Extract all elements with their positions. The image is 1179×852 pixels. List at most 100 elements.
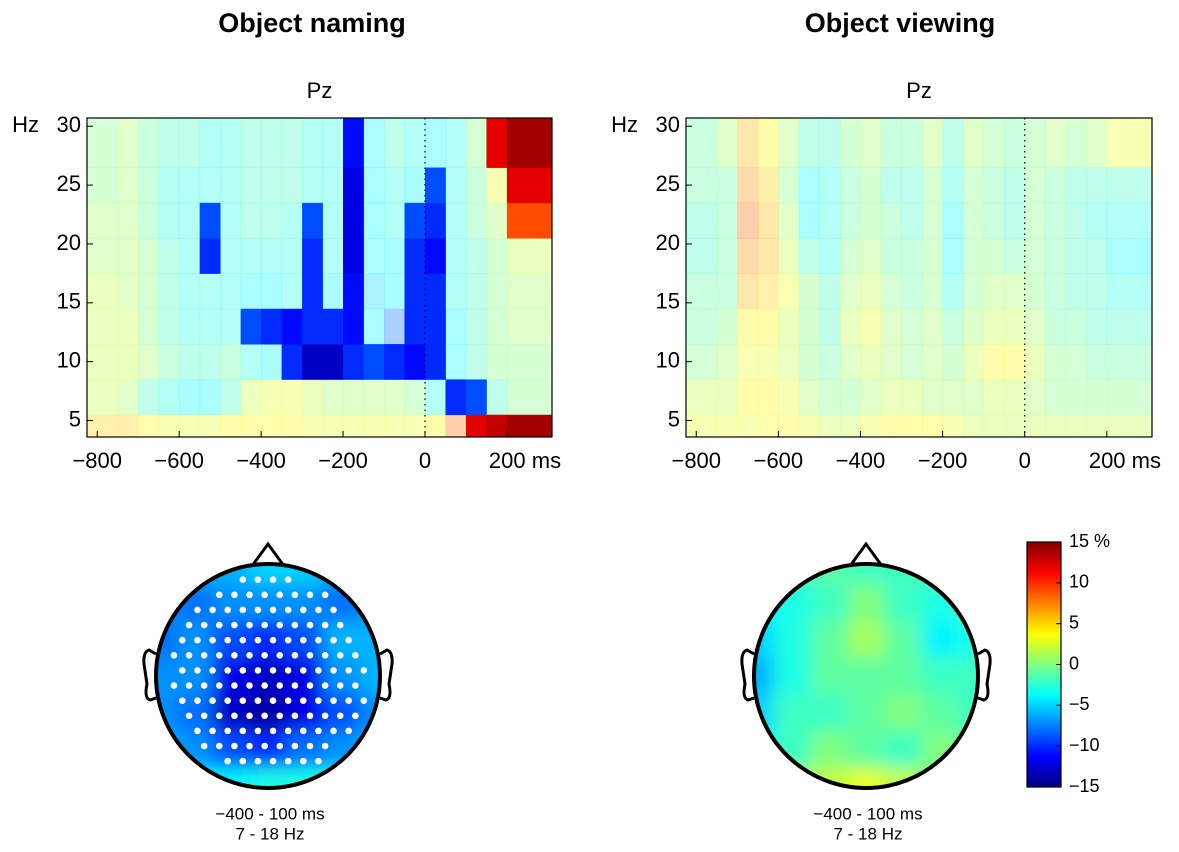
- heatmap-cell: [798, 414, 820, 438]
- topomap-cell: [774, 694, 812, 733]
- heatmap-cell: [1065, 273, 1087, 310]
- topomap-cell: [754, 731, 775, 769]
- y-tick-label: 5: [668, 406, 680, 431]
- heatmap-cell: [424, 238, 446, 274]
- electrode: [215, 591, 223, 599]
- heatmap-cell: [922, 118, 944, 168]
- ear: [740, 648, 755, 702]
- heatmap-cell: [1065, 167, 1087, 204]
- heatmap-cell: [424, 344, 446, 380]
- heatmap-cell: [281, 344, 303, 380]
- heatmap-cell: [138, 414, 160, 438]
- heatmap-cell: [302, 238, 324, 274]
- heatmap-cell: [778, 273, 800, 310]
- heatmap-cell: [240, 202, 262, 239]
- heatmap-cell: [179, 238, 201, 274]
- topomap-cell: [360, 564, 380, 585]
- heatmap-cell: [281, 273, 303, 310]
- electrode: [315, 727, 322, 735]
- heatmap-cell: [363, 414, 385, 438]
- topomap-cell: [754, 564, 775, 585]
- heatmap-cell: [486, 414, 508, 438]
- electrode: [254, 667, 262, 674]
- electrode: [345, 697, 352, 704]
- electrode: [215, 712, 223, 720]
- electrode: [269, 697, 277, 704]
- heatmap-cell: [506, 414, 553, 438]
- heatmap-cell: [1086, 118, 1108, 168]
- heatmap-cell: [87, 273, 119, 310]
- heatmap-cell: [686, 118, 718, 168]
- heatmap-cell: [138, 167, 160, 204]
- heatmap-cell: [404, 379, 426, 416]
- electrode: [330, 727, 337, 735]
- x-tick-label: −200: [318, 448, 368, 473]
- heatmap-cell: [486, 308, 508, 345]
- electrode: [215, 742, 223, 750]
- heatmap-cell: [158, 167, 180, 204]
- topomap-cell: [774, 657, 812, 696]
- heatmap-cell: [261, 344, 283, 380]
- colorbar-tick-label: 0: [1069, 653, 1079, 673]
- heatmap-cell: [404, 118, 426, 168]
- electrode: [200, 651, 208, 659]
- electrode: [269, 727, 277, 735]
- heatmap-cell: [343, 308, 365, 345]
- heatmap-cell: [839, 379, 861, 416]
- heatmap-cell: [322, 167, 344, 204]
- electrode: [209, 727, 216, 735]
- electrode: [299, 727, 307, 735]
- heatmap-cell: [261, 308, 283, 345]
- heatmap-cell: [819, 344, 841, 380]
- heatmap-cell: [87, 118, 119, 168]
- heatmap-cell: [1045, 167, 1067, 204]
- electrode: [284, 636, 292, 644]
- heatmap-cell: [220, 379, 242, 416]
- heatmap-cell: [1024, 344, 1046, 380]
- heatmap-cell: [1024, 167, 1046, 204]
- heatmap-cell: [881, 414, 903, 438]
- heatmap-cell: [1045, 118, 1067, 168]
- heatmap-cell: [922, 202, 944, 239]
- heatmap-cell: [881, 273, 903, 310]
- topomap-cell: [323, 564, 361, 585]
- electrode: [239, 667, 247, 674]
- heatmap-cell: [778, 414, 800, 438]
- heatmap-cell: [117, 344, 139, 380]
- heatmap-cell: [942, 344, 964, 380]
- electrode: [306, 742, 314, 750]
- heatmap-cell: [465, 308, 487, 345]
- electrode: [291, 621, 299, 629]
- heatmap-cell: [486, 202, 508, 239]
- heatmap-cell: [819, 273, 841, 310]
- electrode: [224, 757, 231, 765]
- heatmap-cell: [963, 238, 985, 274]
- heatmap-cell: [199, 308, 221, 345]
- heatmap-cell: [901, 167, 923, 204]
- electrode: [330, 636, 337, 644]
- electrode: [231, 712, 238, 720]
- heatmap-cell: [1065, 202, 1087, 239]
- heatmap-cell: [1086, 167, 1108, 204]
- heatmap-cell: [158, 118, 180, 168]
- nose: [848, 541, 884, 567]
- electrode: [215, 621, 223, 629]
- heatmap-cell: [686, 202, 718, 239]
- electrode: [299, 757, 307, 765]
- heatmap-cell: [465, 238, 487, 274]
- heatmap-cell: [860, 414, 882, 438]
- x-tick-label: −400: [836, 448, 886, 473]
- topomap-cell: [360, 731, 380, 769]
- heatmap-cell: [138, 118, 160, 168]
- electrode: [269, 757, 277, 765]
- electrode: [194, 727, 201, 735]
- electrode: [315, 697, 322, 704]
- topomap-cell: [176, 768, 214, 788]
- heatmap-cell: [117, 379, 139, 416]
- heatmap-cell: [322, 414, 344, 438]
- electrode: [179, 697, 186, 704]
- heatmap-cell: [716, 202, 738, 239]
- heatmap-cell: [138, 379, 160, 416]
- heatmap-cell: [343, 379, 365, 416]
- electrode: [360, 667, 368, 674]
